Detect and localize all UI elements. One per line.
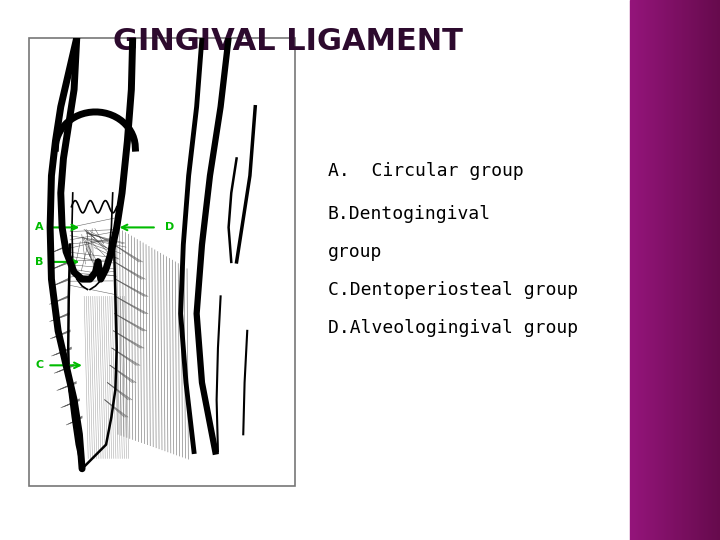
- Bar: [646, 0, 648, 540]
- Bar: [656, 0, 659, 540]
- Bar: [665, 0, 667, 540]
- Bar: [668, 0, 671, 540]
- Bar: [710, 0, 713, 540]
- Bar: [670, 0, 672, 540]
- Bar: [688, 0, 691, 540]
- Bar: [700, 0, 702, 540]
- Bar: [693, 0, 696, 540]
- Bar: [680, 0, 682, 540]
- Bar: [648, 0, 651, 540]
- Bar: [706, 0, 708, 540]
- Bar: [708, 0, 710, 540]
- Text: B.Dentogingival: B.Dentogingival: [328, 205, 491, 223]
- Bar: [647, 0, 649, 540]
- Bar: [694, 0, 697, 540]
- Text: A: A: [35, 222, 43, 232]
- Bar: [644, 0, 647, 540]
- Bar: [652, 0, 655, 540]
- Text: D.Alveologingival group: D.Alveologingival group: [328, 319, 577, 336]
- Bar: [29, 38, 295, 486]
- Text: group: group: [328, 243, 382, 261]
- Bar: [703, 0, 706, 540]
- Bar: [660, 0, 662, 540]
- Bar: [682, 0, 684, 540]
- Bar: [636, 0, 639, 540]
- Text: GINGIVAL LIGAMENT: GINGIVAL LIGAMENT: [113, 27, 463, 56]
- Bar: [662, 0, 665, 540]
- Bar: [657, 0, 660, 540]
- Bar: [688, 0, 690, 540]
- Bar: [696, 0, 698, 540]
- Bar: [678, 0, 681, 540]
- Bar: [632, 0, 635, 540]
- Bar: [664, 0, 666, 540]
- Bar: [634, 0, 637, 540]
- Bar: [652, 0, 654, 540]
- Bar: [666, 0, 669, 540]
- Bar: [678, 0, 680, 540]
- Bar: [631, 0, 634, 540]
- Bar: [649, 0, 652, 540]
- Bar: [712, 0, 715, 540]
- Bar: [698, 0, 701, 540]
- Bar: [642, 0, 644, 540]
- Bar: [644, 0, 646, 540]
- Bar: [690, 0, 693, 540]
- Bar: [696, 0, 699, 540]
- Bar: [674, 0, 677, 540]
- Bar: [692, 0, 695, 540]
- Bar: [639, 0, 642, 540]
- Bar: [634, 0, 636, 540]
- Bar: [685, 0, 688, 540]
- Bar: [667, 0, 670, 540]
- Bar: [690, 0, 692, 540]
- Bar: [719, 0, 720, 540]
- Bar: [654, 0, 657, 540]
- Bar: [636, 0, 638, 540]
- Bar: [670, 0, 673, 540]
- Bar: [672, 0, 675, 540]
- Bar: [698, 0, 700, 540]
- Bar: [704, 0, 707, 540]
- Text: C: C: [35, 360, 43, 370]
- Bar: [702, 0, 705, 540]
- Text: A.  Circular group: A. Circular group: [328, 162, 523, 180]
- Text: D: D: [165, 222, 174, 232]
- Bar: [716, 0, 718, 540]
- Bar: [706, 0, 709, 540]
- Bar: [640, 0, 643, 540]
- Bar: [676, 0, 679, 540]
- Bar: [662, 0, 664, 540]
- Bar: [658, 0, 661, 540]
- Bar: [650, 0, 653, 540]
- Bar: [716, 0, 719, 540]
- Bar: [642, 0, 645, 540]
- Bar: [654, 0, 656, 540]
- Bar: [675, 0, 678, 540]
- Bar: [683, 0, 685, 540]
- Bar: [672, 0, 674, 540]
- Bar: [680, 0, 683, 540]
- Bar: [708, 0, 711, 540]
- Bar: [718, 0, 720, 540]
- Text: B: B: [35, 257, 43, 267]
- Bar: [714, 0, 716, 540]
- Bar: [686, 0, 689, 540]
- Bar: [684, 0, 687, 540]
- Bar: [701, 0, 703, 540]
- Bar: [714, 0, 717, 540]
- Bar: [660, 0, 663, 540]
- Bar: [638, 0, 641, 540]
- Bar: [630, 0, 633, 540]
- Text: C.Dentoperiosteal group: C.Dentoperiosteal group: [328, 281, 577, 299]
- Bar: [711, 0, 714, 540]
